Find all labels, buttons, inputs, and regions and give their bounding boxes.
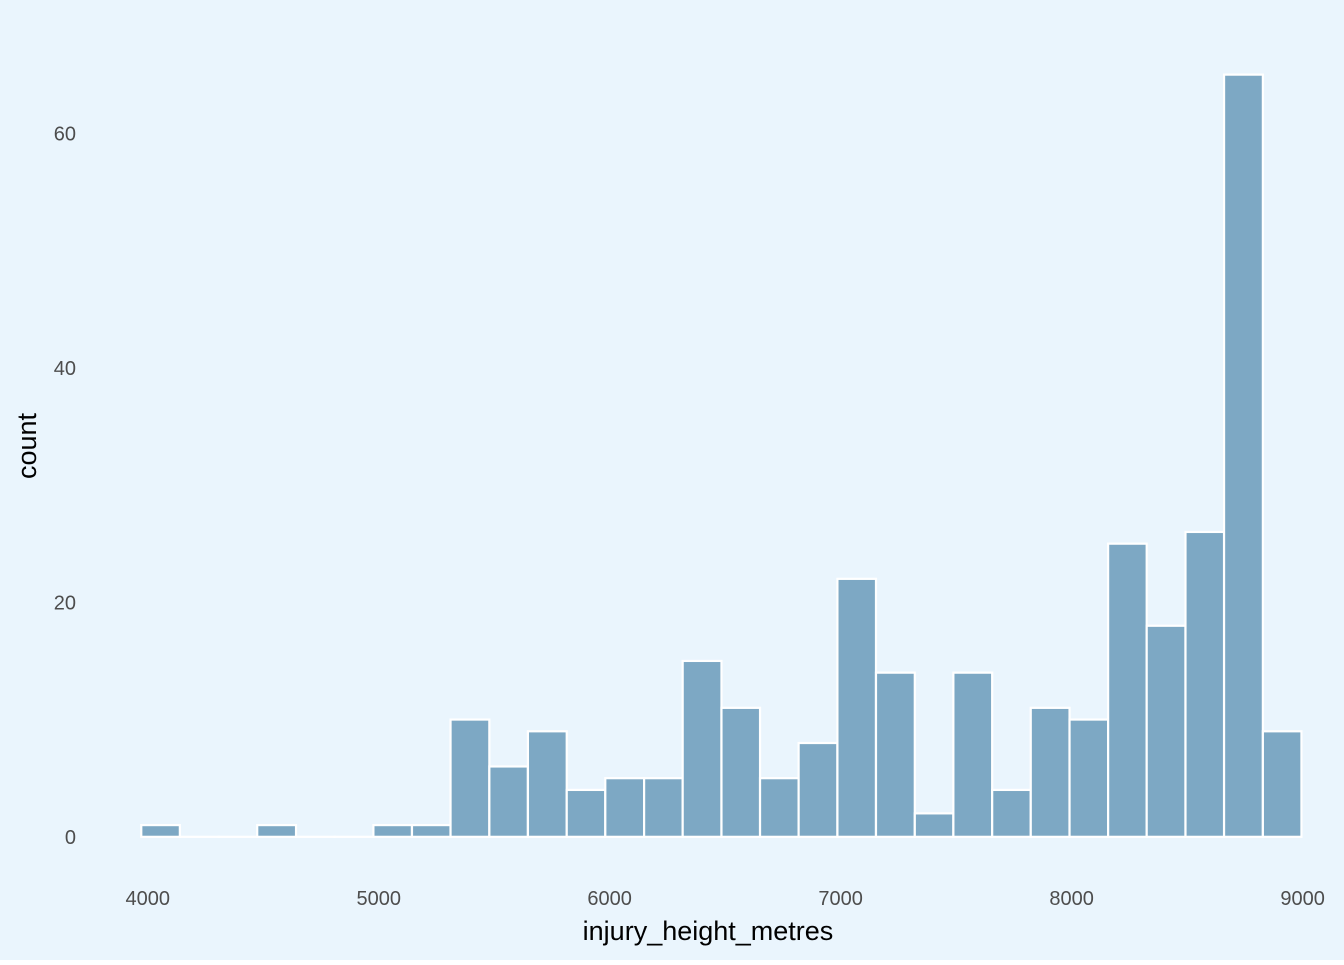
y-tick-label: 40	[54, 358, 76, 380]
histogram-bar-9	[489, 766, 528, 836]
histogram-bar-8	[451, 720, 490, 837]
histogram-bar-28	[1224, 75, 1263, 837]
histogram-bar-14	[683, 661, 722, 837]
histogram-bar-24	[1070, 720, 1109, 837]
histogram-bar-17	[799, 743, 838, 837]
histogram-bar-19	[876, 673, 915, 837]
y-tick-label: 0	[65, 827, 76, 849]
histogram-bar-22	[992, 790, 1031, 837]
y-axis-title: count	[12, 412, 42, 479]
x-tick-label: 7000	[818, 888, 863, 910]
histogram-bar-29	[1263, 731, 1302, 837]
histogram-bar-15	[721, 708, 760, 837]
histogram-bar-25	[1108, 544, 1147, 837]
histogram-bar-21	[953, 673, 992, 837]
histogram-bar-3	[257, 825, 296, 837]
x-tick-label: 6000	[587, 888, 632, 910]
histogram-bars	[141, 75, 1301, 837]
histogram-bar-18	[837, 579, 876, 837]
histogram-bar-27	[1185, 532, 1224, 837]
histogram-bar-20	[915, 813, 954, 836]
histogram-bar-16	[760, 778, 799, 837]
x-tick-label: 9000	[1280, 888, 1325, 910]
y-tick-label: 20	[54, 592, 76, 614]
x-tick-label: 5000	[356, 888, 401, 910]
y-tick-label: 60	[54, 123, 76, 145]
histogram-bar-11	[567, 790, 606, 837]
histogram-bar-23	[1031, 708, 1070, 837]
histogram-bar-7	[412, 825, 451, 837]
histogram-bar-26	[1147, 626, 1186, 837]
x-axis-title: injury_height_metres	[583, 916, 834, 946]
histogram-bar-10	[528, 731, 567, 837]
histogram-bar-6	[373, 825, 412, 837]
x-tick-label: 8000	[1049, 888, 1094, 910]
x-axis-ticks: 4000 5000 6000 7000 8000 9000	[125, 888, 1324, 910]
histogram-bar-12	[605, 778, 644, 837]
x-tick-label: 4000	[125, 888, 170, 910]
y-axis-ticks: 0 20 40 60	[54, 123, 76, 849]
histogram-bar-13	[644, 778, 683, 837]
histogram-bar-0	[141, 825, 180, 837]
